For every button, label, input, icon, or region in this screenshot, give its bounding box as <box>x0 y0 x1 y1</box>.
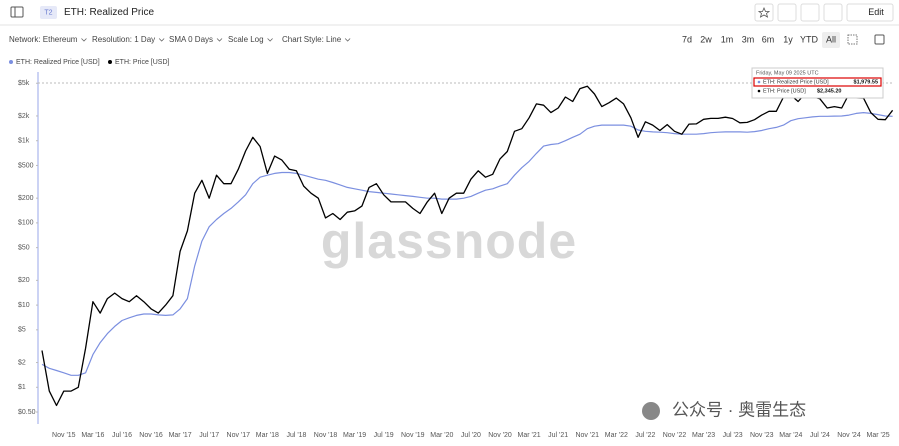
tooltip-swatch <box>757 80 761 84</box>
legend-label[interactable]: ETH: Realized Price [USD] <box>16 59 100 66</box>
x-tick-label: Mar '18 <box>256 432 279 439</box>
dropdown-chevron <box>216 38 223 42</box>
calendar-button[interactable] <box>874 34 885 45</box>
toolbar-control[interactable]: Network: Ethereum <box>9 35 78 44</box>
share-button[interactable] <box>800 3 820 22</box>
series-line <box>41 85 894 407</box>
x-tick-label: Nov '20 <box>488 432 512 439</box>
y-tick-label: $20 <box>18 277 30 284</box>
alert-button[interactable] <box>777 3 797 22</box>
dropdown-chevron <box>267 38 273 42</box>
source-mark: 公众号 · 奥雷生态 <box>672 400 806 419</box>
x-tick-label: Nov '15 <box>52 432 76 439</box>
badge: T2 <box>44 9 52 16</box>
y-tick-label: $0.50 <box>18 409 36 416</box>
x-tick-label: Mar '16 <box>81 432 104 439</box>
x-tick-label: Mar '24 <box>779 432 802 439</box>
y-tick-label: $500 <box>18 162 34 169</box>
x-tick-label: Nov '17 <box>227 432 251 439</box>
star-button[interactable] <box>754 3 774 22</box>
range-button[interactable]: 3m <box>742 34 755 44</box>
x-tick-label: Mar '19 <box>343 432 366 439</box>
x-tick-label: Mar '17 <box>169 432 192 439</box>
x-tick-label: Jul '23 <box>723 432 743 439</box>
plot: $5k $2k $1k $500 $200 $100 $50 $20 $10 $5 $2 $1 $0.5… <box>18 80 894 439</box>
range-button[interactable]: YTD <box>800 34 819 44</box>
x-tick-label: Mar '20 <box>430 432 453 439</box>
range-button[interactable]: 7d <box>682 34 692 44</box>
tooltip <box>751 67 884 99</box>
tooltip-swatch <box>757 89 761 93</box>
tooltip-value: $1,979.55 <box>854 79 878 85</box>
x-tick-label: Nov '24 <box>837 432 861 439</box>
x-tick-label: Jul '21 <box>548 432 568 439</box>
x-tick-label: Nov '22 <box>663 432 687 439</box>
legend-swatch <box>108 60 112 64</box>
x-tick-label: Nov '16 <box>139 432 163 439</box>
page-title: ETH: Realized Price <box>64 7 154 18</box>
legend-label[interactable]: ETH: Price [USD] <box>115 59 170 66</box>
range-button[interactable]: 6m <box>762 34 775 44</box>
edit-button[interactable] <box>846 3 894 22</box>
tooltip-series: ETH: Price [USD] <box>763 88 806 94</box>
tooltip-series: ETH: Realized Price [USD] <box>763 79 829 85</box>
range-button[interactable]: 2w <box>700 34 712 44</box>
edit-label[interactable]: Edit <box>868 7 884 17</box>
x-tick-label: Mar '21 <box>518 432 541 439</box>
range-active <box>822 32 840 48</box>
x-tick-label: Jul '24 <box>810 432 830 439</box>
x-tick-label: Nov '23 <box>750 432 774 439</box>
x-tick-label: Nov '21 <box>575 432 599 439</box>
dropdown-chevron <box>81 38 87 42</box>
dropdown-chevron <box>344 38 351 42</box>
y-tick-label: $10 <box>18 302 30 309</box>
highlight-box <box>753 77 882 87</box>
y-tick-label: $5k <box>18 80 30 87</box>
dropdown-chevron <box>158 38 165 42</box>
y-tick-label: $1 <box>18 384 26 391</box>
y-tick-label: $50 <box>18 244 30 251</box>
more-button[interactable] <box>823 3 843 22</box>
range-button[interactable]: All <box>826 34 836 44</box>
range-button[interactable]: 1m <box>721 34 734 44</box>
x-tick-label: Jul '20 <box>461 432 481 439</box>
toolbar-control[interactable]: SMA 0 Days <box>169 35 213 44</box>
y-tick-label: $100 <box>18 220 34 227</box>
y-tick-label: $200 <box>18 195 34 202</box>
x-tick-label: Jul '18 <box>286 432 306 439</box>
series-line <box>41 112 893 376</box>
star-icon <box>757 6 771 18</box>
x-tick-label: Nov '18 <box>314 432 338 439</box>
toolbar: Network: Ethereum Resolution: 1 Day SMA 0 … <box>9 32 885 48</box>
y-tick-label: $2k <box>18 113 30 120</box>
toolbar-control[interactable]: Resolution: 1 Day <box>92 35 155 44</box>
tooltip-value: $2,345.20 <box>817 88 841 94</box>
watermark: glassnode <box>321 213 577 269</box>
toolbar-control[interactable]: Chart Style: Line <box>282 35 342 44</box>
range-button[interactable]: 1y <box>783 34 793 44</box>
legend-swatch <box>9 60 13 64</box>
x-tick-label: Mar '25 <box>866 432 889 439</box>
y-tick-label: $5 <box>18 327 26 334</box>
x-tick-label: Jul '16 <box>112 432 132 439</box>
toolbar-control[interactable]: Scale Log <box>228 35 264 44</box>
x-tick-label: Jul '22 <box>635 432 655 439</box>
sidebar-icon[interactable] <box>10 6 24 18</box>
badge-bg <box>40 6 57 19</box>
x-tick-label: Jul '17 <box>199 432 219 439</box>
source-icon <box>642 402 660 420</box>
zoom-button[interactable] <box>847 34 858 45</box>
tooltip-date: Friday, May 09 2025 UTC <box>756 70 819 76</box>
x-tick-label: Nov '19 <box>401 432 425 439</box>
y-tick-label: $1k <box>18 138 30 145</box>
x-tick-label: Mar '22 <box>605 432 628 439</box>
y-tick-label: $2 <box>18 359 26 366</box>
x-tick-label: Jul '19 <box>374 432 394 439</box>
x-tick-label: Mar '23 <box>692 432 715 439</box>
